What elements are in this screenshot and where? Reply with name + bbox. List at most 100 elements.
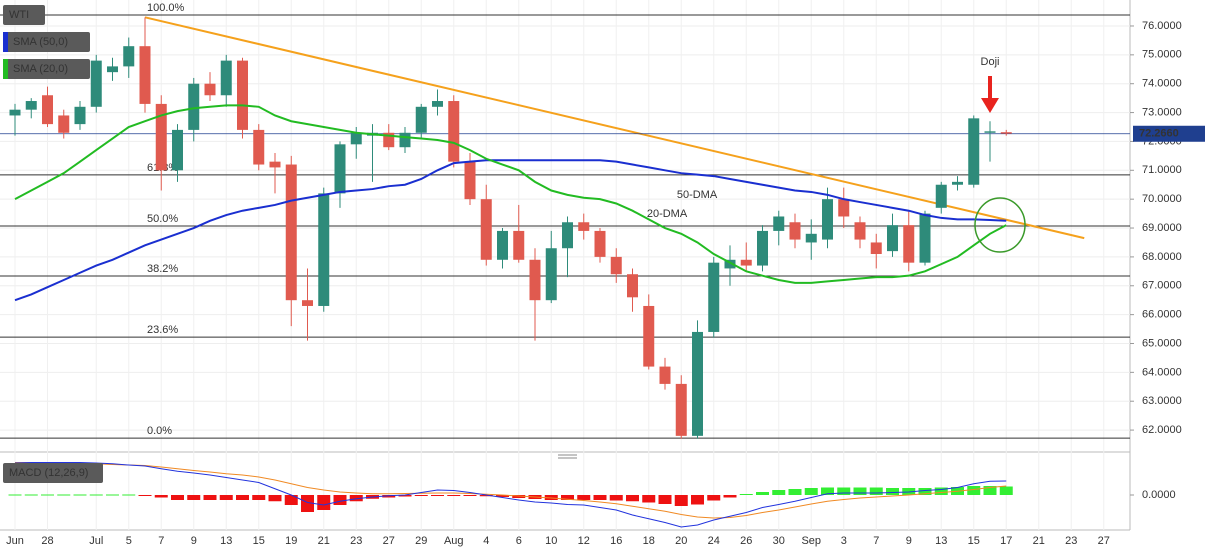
- macd-histogram-bar: [301, 495, 314, 512]
- candle-body: [74, 106, 86, 125]
- candle-body: [854, 222, 866, 240]
- macd-histogram-bar: [268, 495, 282, 502]
- x-tick-label: 27: [383, 535, 395, 547]
- candle-body: [984, 131, 996, 133]
- x-tick-label: 6: [516, 535, 522, 547]
- x-tick-label: 18: [643, 535, 655, 547]
- macd-line: [14, 462, 1007, 528]
- legend-entry-label: SMA (50,0): [13, 36, 68, 48]
- x-tick-label: Jul: [89, 535, 103, 547]
- macd-histogram-bar: [219, 495, 233, 500]
- macd-histogram-bar: [154, 495, 168, 498]
- candle-body: [497, 230, 508, 260]
- x-tick-label: 10: [545, 535, 557, 547]
- moving-average-line: [14, 159, 1007, 302]
- candle-body: [107, 66, 118, 73]
- macd-histogram-bar: [691, 495, 704, 505]
- fib-level-label: 100.0%: [147, 2, 185, 14]
- candle-body: [594, 230, 606, 257]
- candle-body: [610, 256, 622, 275]
- candle-body: [237, 60, 248, 130]
- macd-histogram-bar: [674, 495, 688, 506]
- y-tick-label: 65.0000: [1142, 337, 1182, 349]
- y-tick-label: 67.0000: [1142, 280, 1182, 292]
- highlight-circle: [974, 197, 1026, 253]
- macd-histogram-bar: [739, 494, 753, 495]
- candle-body: [887, 225, 898, 252]
- x-tick-label: 9: [906, 535, 912, 547]
- candle-body: [432, 101, 443, 107]
- x-tick-label: 23: [350, 535, 362, 547]
- candle-body: [545, 248, 557, 301]
- macd-histogram-bar: [934, 487, 948, 495]
- legend-entry-label: SMA (20,0): [13, 63, 68, 75]
- macd-histogram-bar: [73, 494, 87, 496]
- candle-body: [805, 233, 817, 243]
- legend-title-box: [3, 5, 45, 25]
- candle-body: [708, 262, 720, 332]
- candle-body: [90, 60, 102, 107]
- candle-body: [464, 161, 476, 200]
- x-tick-label: Aug: [444, 535, 464, 547]
- candle-body: [903, 225, 915, 263]
- macd-histogram-bar: [918, 488, 932, 495]
- annotation: 20-DMA: [647, 208, 688, 220]
- macd-histogram-bar: [333, 495, 347, 505]
- macd-histogram-bar: [479, 495, 493, 497]
- macd-histogram-bar: [999, 486, 1013, 495]
- macd-histogram-bar: [772, 490, 786, 495]
- candle-body: [318, 193, 330, 306]
- macd-histogram-bar: [983, 486, 997, 495]
- macd-histogram-bar: [707, 495, 721, 501]
- macd-histogram-bar: [821, 487, 834, 495]
- main-layer: 100.0%61.8%50.0%38.2%23.6%0.0%72.2660Doj…: [0, 2, 1205, 528]
- x-tick-label: 13: [935, 535, 947, 547]
- macd-histogram-bar: [869, 487, 883, 495]
- x-tick-label: Sep: [801, 535, 821, 547]
- x-tick-label: Jun: [6, 535, 24, 547]
- x-tick-label: 30: [773, 535, 785, 547]
- macd-histogram-bar: [171, 495, 184, 500]
- candle-body: [285, 164, 297, 301]
- x-tick-label: 26: [740, 535, 752, 547]
- x-tick-label: 29: [415, 535, 427, 547]
- last-price-label: 72.2660: [1139, 128, 1179, 140]
- x-tick-label: 12: [578, 535, 590, 547]
- fib-level-label: 0.0%: [147, 425, 172, 437]
- y-tick-label: 70.0000: [1142, 193, 1182, 205]
- candle-body: [58, 115, 70, 133]
- macd-histogram-bar: [236, 495, 249, 500]
- x-tick-label: 21: [318, 535, 330, 547]
- candle-body: [1000, 132, 1012, 134]
- x-tick-label: 23: [1065, 535, 1077, 547]
- x-tick-label: 17: [1000, 535, 1012, 547]
- macd-histogram-bar: [122, 494, 136, 496]
- candle-body: [757, 230, 768, 266]
- macd-histogram-bar: [886, 488, 899, 495]
- macd-histogram-bar: [203, 495, 217, 500]
- candle-body: [724, 259, 736, 269]
- candle-body: [870, 242, 882, 255]
- macd-histogram-bar: [804, 488, 818, 495]
- candle-body: [822, 199, 833, 240]
- legend-entry-swatch: [3, 32, 8, 52]
- macd-histogram-bar: [187, 495, 201, 500]
- candle-body: [773, 216, 785, 231]
- candle-body: [740, 259, 752, 266]
- macd-histogram-bar: [561, 495, 574, 500]
- candle-body: [935, 184, 947, 208]
- candle-body: [627, 274, 638, 298]
- x-tick-label: 7: [873, 535, 879, 547]
- last-price-box: [1133, 125, 1205, 142]
- macd-histogram-bar: [414, 495, 428, 496]
- candle-body: [350, 132, 362, 145]
- candle-body: [415, 106, 427, 133]
- candle-body: [919, 213, 931, 263]
- x-tick-label: 16: [610, 535, 622, 547]
- doji-arrow: [981, 76, 999, 113]
- macd-histogram-bar: [788, 489, 802, 495]
- legend-macd-label: MACD (12,26,9): [9, 467, 88, 479]
- x-tick-label: 15: [253, 535, 265, 547]
